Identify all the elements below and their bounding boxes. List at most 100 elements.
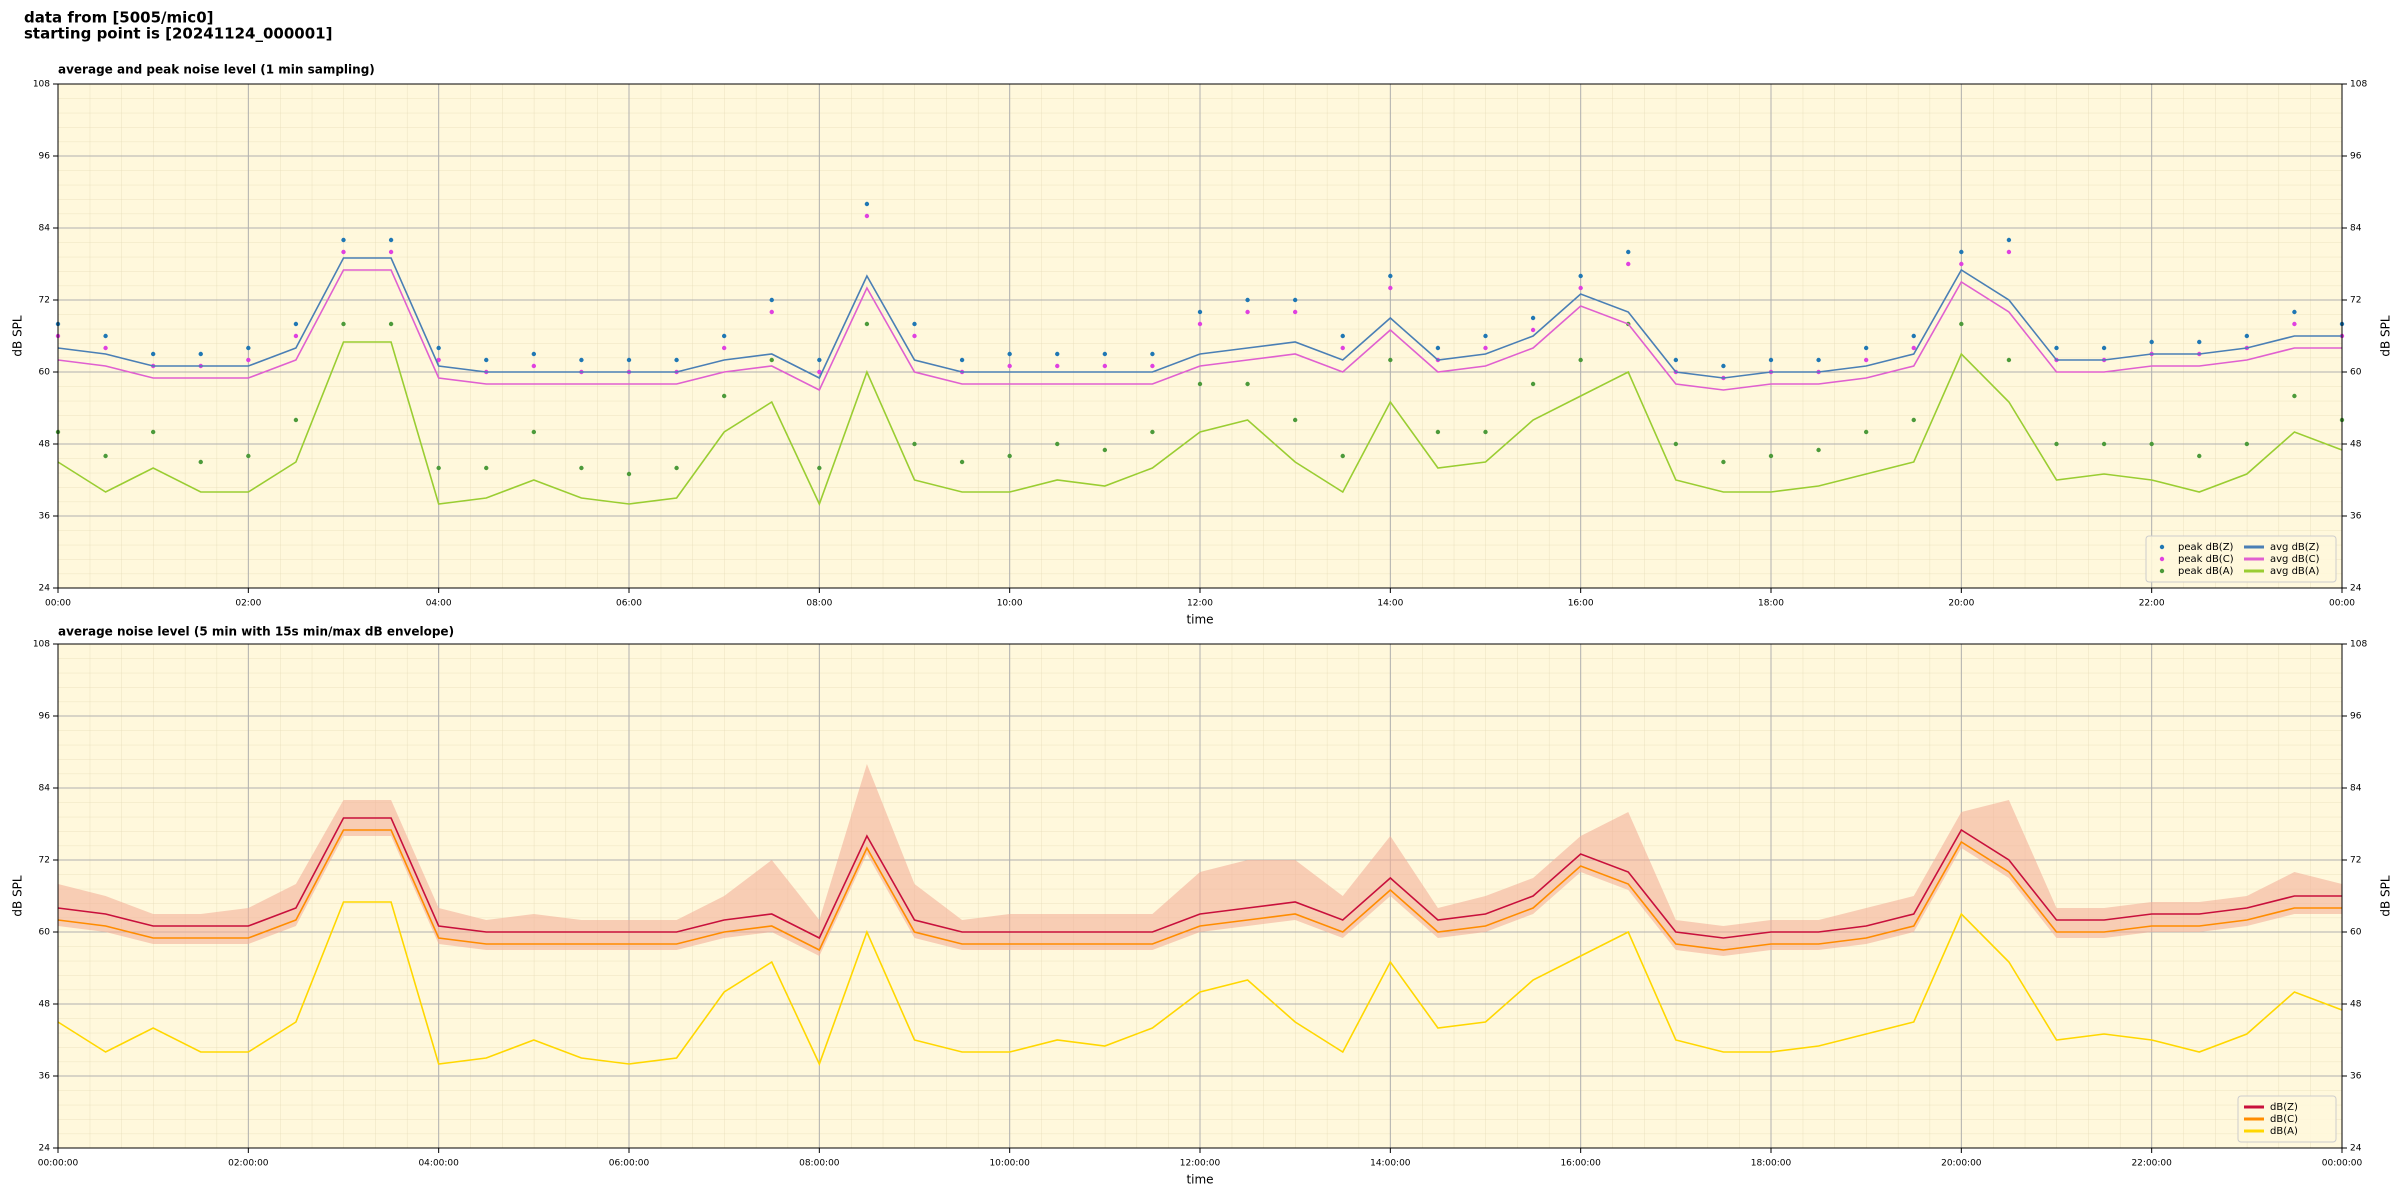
peak-point (484, 357, 489, 363)
peak-point (2244, 333, 2250, 339)
legend-marker (2159, 544, 2165, 550)
peak-point (1673, 357, 1679, 363)
peak-point (1055, 363, 1060, 369)
peak-point (103, 453, 108, 459)
peak-point (1768, 357, 1774, 363)
peak-point (1959, 249, 1964, 255)
y-tick-label: 108 (33, 80, 50, 90)
x-tick-label: 20:00 (1948, 599, 1974, 609)
peak-point (1483, 333, 1488, 339)
x-tick-label: 18:00 (1758, 599, 1784, 609)
peak-point (1578, 357, 1583, 363)
y-tick-label: 24 (2350, 584, 2362, 594)
peak-point (721, 345, 727, 351)
legend-label: dB(C) (2270, 1114, 2298, 1125)
peak-point (769, 357, 774, 363)
y-tick-label: 72 (2350, 296, 2361, 306)
y-tick-label: 48 (2350, 1000, 2362, 1010)
y-tick-label: 108 (33, 640, 50, 650)
series-line (57, 341, 2343, 507)
peak-point (1911, 333, 1916, 339)
x-tick-label: 06:00:00 (609, 1159, 650, 1169)
y-tick-label: 72 (39, 856, 50, 866)
plot-frame (57, 83, 2343, 589)
peak-point (388, 237, 394, 243)
peak-point (817, 369, 822, 375)
x-tick-label: 12:00 (1187, 599, 1213, 609)
peak-point (1483, 345, 1488, 351)
envelope-area (58, 764, 2342, 956)
peak-point (2197, 453, 2202, 459)
y-tick-label: 60 (39, 928, 51, 938)
peak-point (1102, 447, 1108, 453)
peak-point (1388, 357, 1393, 363)
x-tick-label: 16:00 (1568, 599, 1594, 609)
peak-point (769, 297, 774, 303)
peak-point (1197, 381, 1203, 387)
x-tick-label: 12:00:00 (1180, 1159, 1221, 1169)
peak-point (817, 357, 822, 363)
peak-point (341, 237, 346, 243)
peak-point (103, 345, 108, 351)
y-tick-label: 84 (2350, 224, 2362, 234)
peak-point (1102, 351, 1108, 357)
x-tick-label: 04:00 (426, 599, 452, 609)
peak-point (436, 465, 441, 471)
x-tick-label: 00:00:00 (38, 1159, 79, 1169)
peak-point (817, 465, 822, 471)
peak-point (1245, 297, 1250, 303)
peak-point (246, 357, 251, 363)
peak-point (1055, 351, 1060, 357)
peak-point (2054, 441, 2059, 447)
y-tick-label: 60 (2350, 368, 2362, 378)
peak-point (1483, 429, 1488, 435)
peak-point (2101, 441, 2107, 447)
peak-point (2054, 345, 2059, 351)
peak-point (341, 321, 346, 327)
peak-point (912, 441, 917, 447)
peak-point (2292, 321, 2297, 327)
peak-point (626, 471, 632, 477)
header-line: starting point is [20241124_000001] (24, 25, 332, 43)
peak-point (1578, 285, 1583, 291)
peak-point (2101, 345, 2107, 351)
peak-point (1578, 273, 1583, 279)
header-line: data from [5005/mic0] (24, 9, 214, 27)
legend-label: avg dB(A) (2270, 566, 2320, 577)
x-tick-label: 00:00 (45, 599, 71, 609)
peak-point (2197, 339, 2202, 345)
peak-point (1007, 363, 1012, 369)
peak-point (2292, 393, 2297, 399)
peak-point (1435, 345, 1441, 351)
x-tick-label: 14:00:00 (1370, 1159, 1411, 1169)
peak-point (2149, 339, 2154, 345)
peak-point (579, 357, 584, 363)
y-tick-label: 84 (39, 784, 51, 794)
chart-title: average noise level (5 min with 15s min/… (58, 625, 454, 639)
peak-point (721, 333, 727, 339)
peak-point (1911, 417, 1916, 423)
peak-point (959, 357, 965, 363)
peak-point (1197, 309, 1203, 315)
peak-point (1388, 273, 1393, 279)
peak-point (1150, 363, 1155, 369)
peak-point (1340, 345, 1345, 351)
peak-point (1626, 249, 1631, 255)
x-tick-label: 04:00:00 (418, 1159, 459, 1169)
peak-point (1150, 351, 1155, 357)
peak-point (1959, 321, 1964, 327)
y-tick-label: 72 (2350, 856, 2361, 866)
y-tick-label: 48 (39, 1000, 51, 1010)
peak-point (1863, 345, 1869, 351)
y-tick-label: 60 (39, 368, 51, 378)
y-axis-label: dB SPL (11, 875, 25, 917)
peak-point (864, 321, 870, 327)
peak-point (1245, 381, 1250, 387)
peak-point (1055, 441, 1060, 447)
x-tick-label: 00:00 (2329, 599, 2355, 609)
y-tick-label: 84 (39, 224, 51, 234)
peak-point (721, 393, 727, 399)
y-tick-label: 36 (39, 1072, 51, 1082)
y-tick-label: 96 (2350, 152, 2362, 162)
peak-point (1292, 417, 1298, 423)
